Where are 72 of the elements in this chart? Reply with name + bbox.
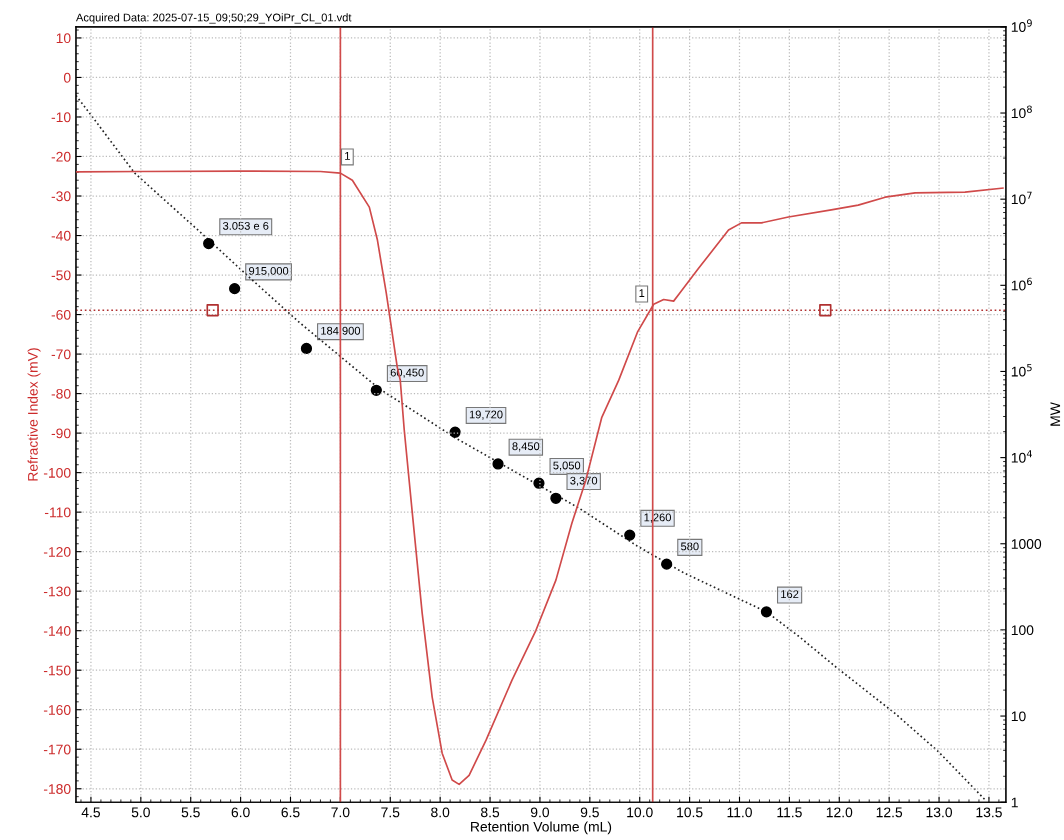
- y-tick-label: -140: [43, 626, 71, 636]
- point: [449, 426, 461, 438]
- y-tick-label: -80: [51, 388, 71, 399]
- data-label: 3.053 e 6: [222, 221, 269, 230]
- y2-tick-label: 10$^{6}$: [1011, 277, 1032, 291]
- y-tick-label: -130: [43, 586, 71, 597]
- y-tick-label: 0: [63, 72, 71, 83]
- point: [760, 606, 773, 618]
- y2-tick-label: 10$^{7}$: [1011, 191, 1032, 205]
- point: [492, 458, 504, 470]
- y2-tick-label: 10$^{8}$: [1011, 105, 1032, 119]
- data-label: 19,720: [469, 410, 503, 420]
- y2-tick-label: 10: [1011, 711, 1026, 722]
- y2-axis-title: MW: [1050, 402, 1061, 426]
- x-tick-label: 11.5: [777, 807, 802, 818]
- x-tick-label: 7.0: [331, 807, 350, 818]
- y-tick-label: -120: [43, 547, 71, 557]
- y-tick-label: -20: [51, 151, 71, 162]
- x-tick-label: 9.5: [580, 807, 599, 818]
- point: [229, 283, 241, 295]
- x-tick-label: 4.5: [81, 807, 101, 818]
- x-tick-label: 12.0: [826, 807, 853, 818]
- data-label: 580: [680, 542, 699, 551]
- x-tick-label: 5.0: [131, 807, 150, 818]
- point: [624, 529, 636, 541]
- y-tick-label: -30: [51, 191, 71, 202]
- point: [203, 237, 215, 250]
- x-tick-label: 13.5: [976, 807, 1002, 818]
- y-tick-label: -60: [51, 309, 71, 320]
- y-tick-label: -100: [43, 467, 71, 478]
- y-axis-title: Refractive Index (mV): [27, 348, 41, 481]
- y2-tick-label: 10$^{4}$: [1011, 450, 1032, 463]
- data-label: 5,050: [553, 461, 581, 471]
- y-tick-label: -160: [43, 705, 71, 715]
- x-tick-label: 6.5: [281, 807, 300, 818]
- chart-title: Acquired Data: 2025-07-15_09;50;29_YOiPr_CL_01.vdt: [75, 13, 352, 24]
- x-tick-label: 9.0: [530, 807, 550, 818]
- y-tick-label: -90: [51, 428, 71, 439]
- y-tick-label: -180: [43, 784, 71, 794]
- y-tick-label: -50: [51, 270, 71, 281]
- annotation: 1: [345, 152, 350, 160]
- y2-tick-label: 100: [1011, 625, 1034, 636]
- data-label: 162: [781, 590, 799, 599]
- y-tick-label: -10: [51, 112, 71, 123]
- y2-tick-label: 10$^{9}$: [1011, 19, 1032, 32]
- data-label: 915,000: [249, 267, 289, 277]
- x-tick-label: 10.0: [627, 807, 653, 818]
- data-label: 8,450: [512, 442, 540, 452]
- point: [661, 558, 673, 570]
- x-tick-label: 6.0: [231, 807, 250, 818]
- y2-tick-label: 1: [1011, 797, 1018, 808]
- y2-tick-label: 10$^{5}$: [1011, 364, 1032, 377]
- y2-tick-label: 1000: [1011, 539, 1042, 549]
- x-tick-label: 12.5: [876, 807, 903, 818]
- y-tick-label: -70: [51, 349, 71, 360]
- x-tick-label: 7.5: [381, 807, 400, 818]
- x-axis-title: Retention Volume (mL): [471, 821, 612, 835]
- y-tick-label: 10: [56, 33, 71, 44]
- point: [370, 384, 382, 396]
- x-tick-label: 8.0: [431, 807, 450, 818]
- x-tick-label: 10.5: [677, 807, 703, 818]
- annotation: 1: [639, 289, 645, 297]
- point: [550, 492, 562, 504]
- x-tick-label: 8.5: [481, 807, 500, 818]
- y-tick-label: -40: [51, 230, 71, 241]
- y-tick-label: -170: [43, 744, 71, 755]
- x-tick-label: 5.5: [181, 807, 200, 818]
- point: [300, 342, 313, 355]
- x-tick-label: 11.0: [727, 807, 752, 818]
- x-tick-label: 13.0: [926, 807, 953, 818]
- y-tick-label: -150: [43, 665, 71, 676]
- y-tick-label: -110: [44, 507, 71, 518]
